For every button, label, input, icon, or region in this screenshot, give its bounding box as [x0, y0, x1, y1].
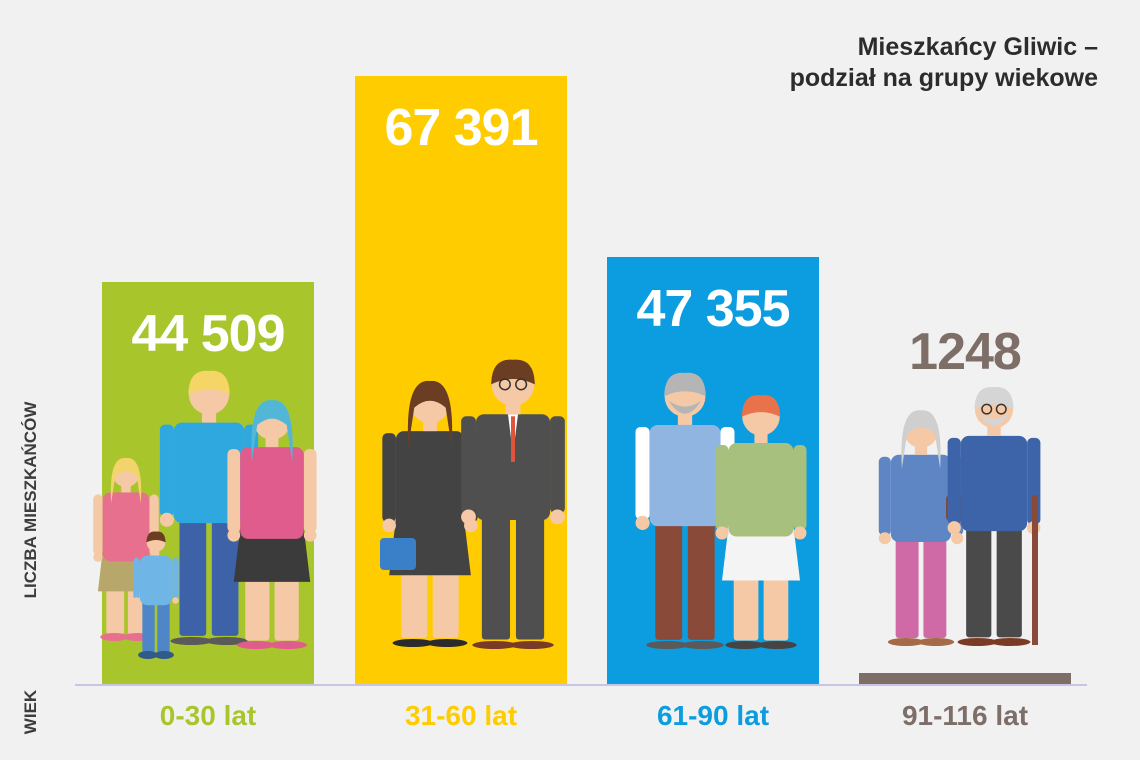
category-label-0: 0-30 lat: [159, 700, 257, 731]
chart-title-line1: Mieszkańcy Gliwic –: [857, 33, 1098, 61]
value-label-3: 1248: [909, 323, 1022, 381]
chart-title: Mieszkańcy Gliwic – podział na grupy wie…: [790, 32, 1098, 94]
chart-title-line2: podział na grupy wiekowe: [789, 64, 1098, 92]
category-label-3: 91-116 lat: [901, 700, 1029, 731]
value-label-1: 67 391: [384, 99, 538, 157]
category-label-1: 31-60 lat: [404, 700, 518, 731]
x-axis-line: [75, 684, 1087, 686]
value-label-0: 44 509: [131, 305, 285, 364]
bar-3: [859, 672, 1071, 684]
category-label-2: 61-90 lat: [656, 700, 770, 731]
value-label-2: 47 355: [636, 279, 790, 338]
